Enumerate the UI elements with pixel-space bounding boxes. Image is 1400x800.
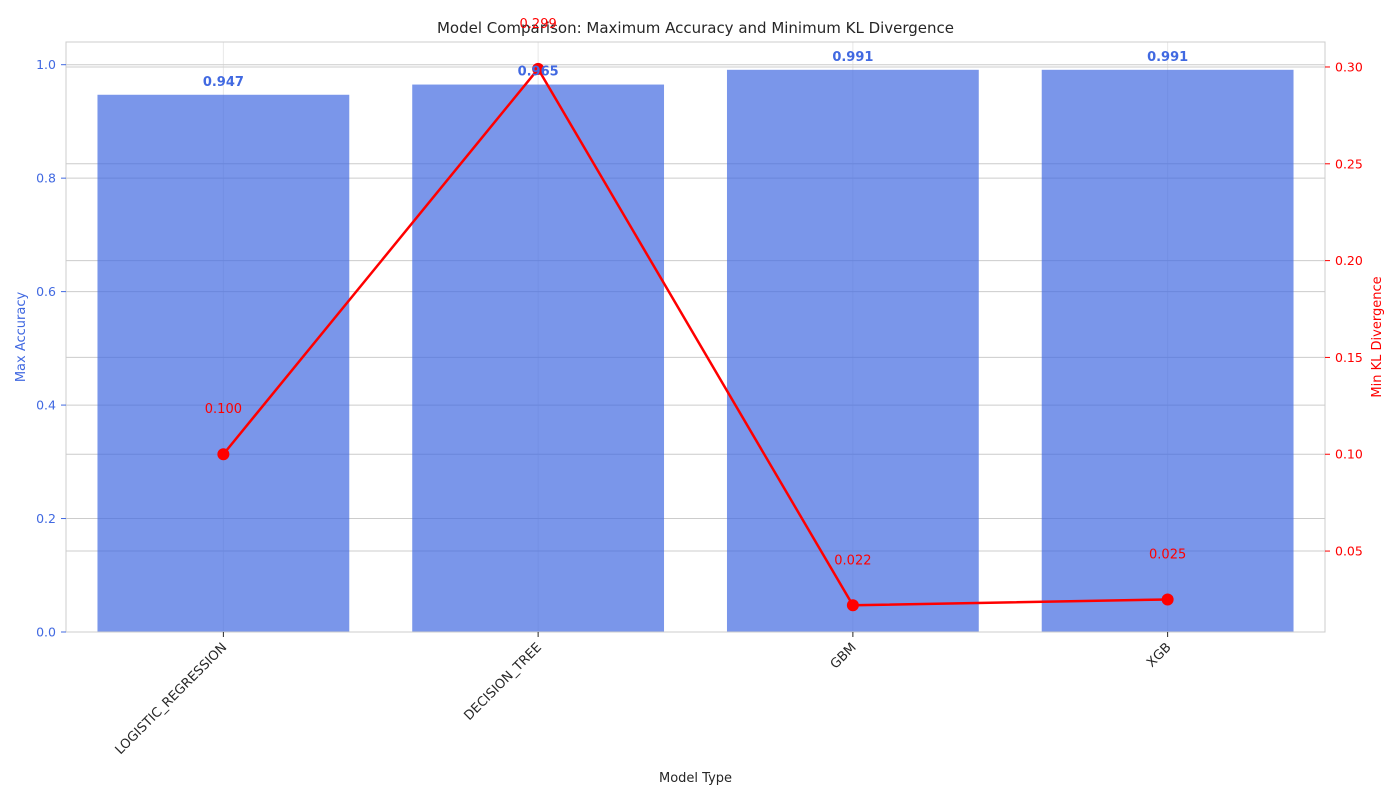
- kl-divergence-point: [217, 448, 230, 461]
- line-value-label: 0.025: [1149, 547, 1186, 562]
- right-y-tick-label: 0.25: [1335, 156, 1363, 171]
- bar-value-label: 0.947: [203, 75, 244, 90]
- right-y-tick-label: 0.05: [1335, 544, 1363, 559]
- left-y-tick-label: 0.6: [36, 284, 56, 299]
- right-y-tick-label: 0.20: [1335, 253, 1363, 268]
- kl-divergence-point: [532, 62, 545, 75]
- right-y-axis: 0.05 0.10 0.15 0.20 0.25 0.30: [1325, 59, 1363, 559]
- line-value-label: 0.299: [520, 17, 557, 32]
- left-y-tick-label: 0.8: [36, 171, 56, 186]
- bar-logistic-regression: [97, 94, 350, 632]
- left-y-tick-label: 0.2: [36, 511, 56, 526]
- bar-value-label: 0.965: [518, 65, 559, 80]
- bar-gbm: [726, 69, 979, 632]
- bar-xgb: [1041, 69, 1294, 632]
- x-tick-label: GBM: [828, 640, 860, 672]
- data-labels: 0.947 0.965 0.991 0.991 0.100 0.299 0.022 0.025: [203, 17, 1188, 568]
- right-y-axis-label: Min KL Divergence: [1370, 276, 1385, 397]
- left-y-axis-label: Max Accuracy: [14, 292, 29, 383]
- line-value-label: 0.100: [205, 402, 242, 417]
- kl-divergence-line: [222, 67, 1168, 607]
- right-y-tick-label: 0.10: [1335, 447, 1363, 462]
- left-y-tick-label: 0.0: [36, 625, 56, 640]
- right-y-tick-label: 0.15: [1335, 350, 1363, 365]
- left-y-tick-label: 0.4: [36, 398, 56, 413]
- bar-value-label: 0.991: [832, 50, 873, 65]
- left-y-axis: 0.0 0.2 0.4 0.6 0.8 1.0: [36, 57, 66, 640]
- right-y-tick-label: 0.30: [1335, 59, 1363, 74]
- x-axis: LOGISTIC_REGRESSION DECISION_TREE GBM XGB: [113, 632, 1174, 758]
- x-axis-label: Model Type: [659, 771, 732, 786]
- chart-title: Model Comparison: Maximum Accuracy and M…: [437, 19, 954, 37]
- x-tick-label: LOGISTIC_REGRESSION: [113, 640, 231, 758]
- plot-frame: [65, 41, 1326, 633]
- kl-divergence-point: [846, 599, 859, 612]
- kl-divergence-point: [1161, 593, 1174, 606]
- bar-value-label: 0.991: [1147, 50, 1188, 65]
- x-tick-label: DECISION_TREE: [461, 640, 545, 724]
- bar-decision-tree: [412, 84, 665, 632]
- line-series: [217, 62, 1174, 612]
- bar-series: [97, 69, 1294, 632]
- x-tick-label: XGB: [1144, 640, 1174, 670]
- line-value-label: 0.022: [834, 553, 871, 568]
- left-y-tick-label: 1.0: [36, 57, 56, 72]
